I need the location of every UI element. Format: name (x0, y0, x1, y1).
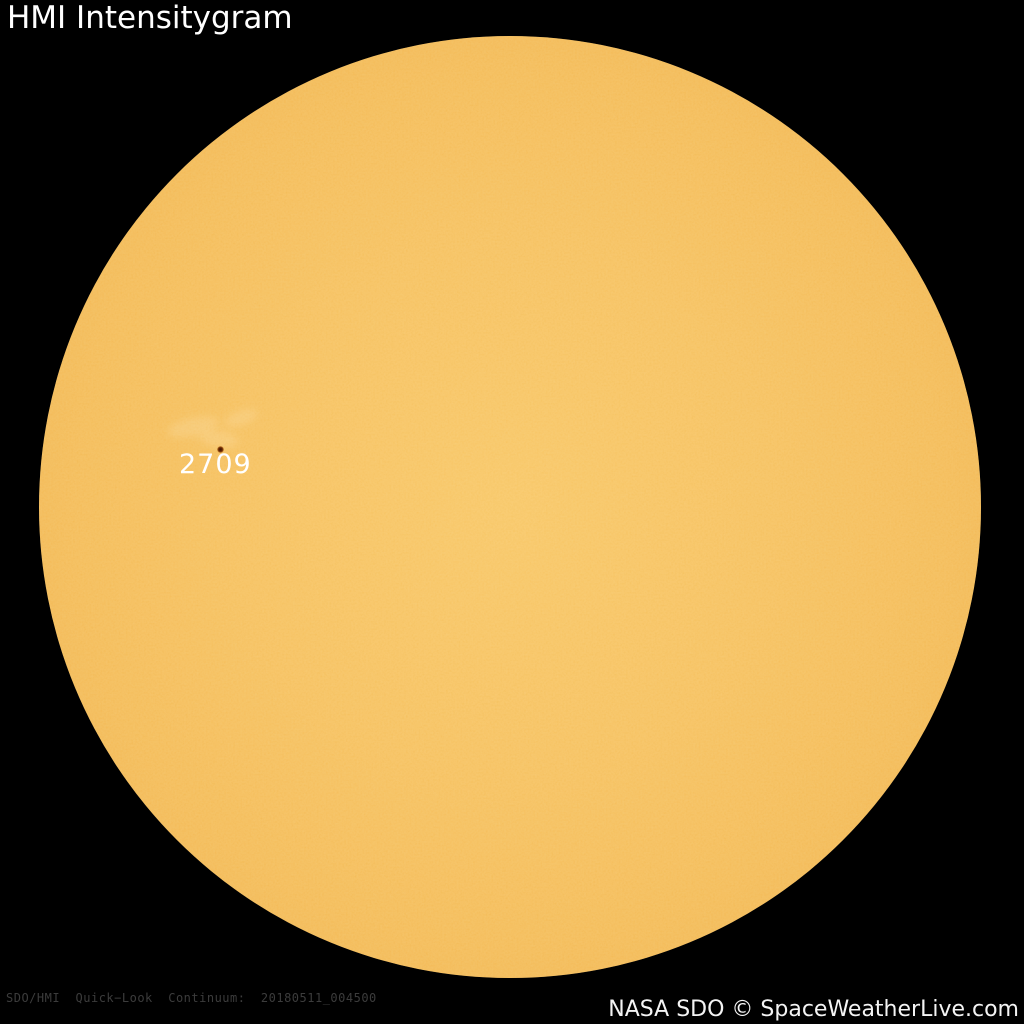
sunspot-2709-dot (217, 446, 224, 453)
granulation-texture (39, 36, 981, 978)
faculae-patch (222, 405, 260, 431)
sunspot-region-label: 2709 (179, 449, 252, 480)
faculae-patch (165, 412, 221, 442)
observation-info-text: SDO/HMI Quick−Look Continuum: 20180511_0… (6, 991, 377, 1005)
sun-disk (39, 36, 981, 978)
image-title: HMI Intensitygram (7, 0, 293, 36)
credit-text: NASA SDO © SpaceWeatherLive.com (608, 997, 1019, 1022)
